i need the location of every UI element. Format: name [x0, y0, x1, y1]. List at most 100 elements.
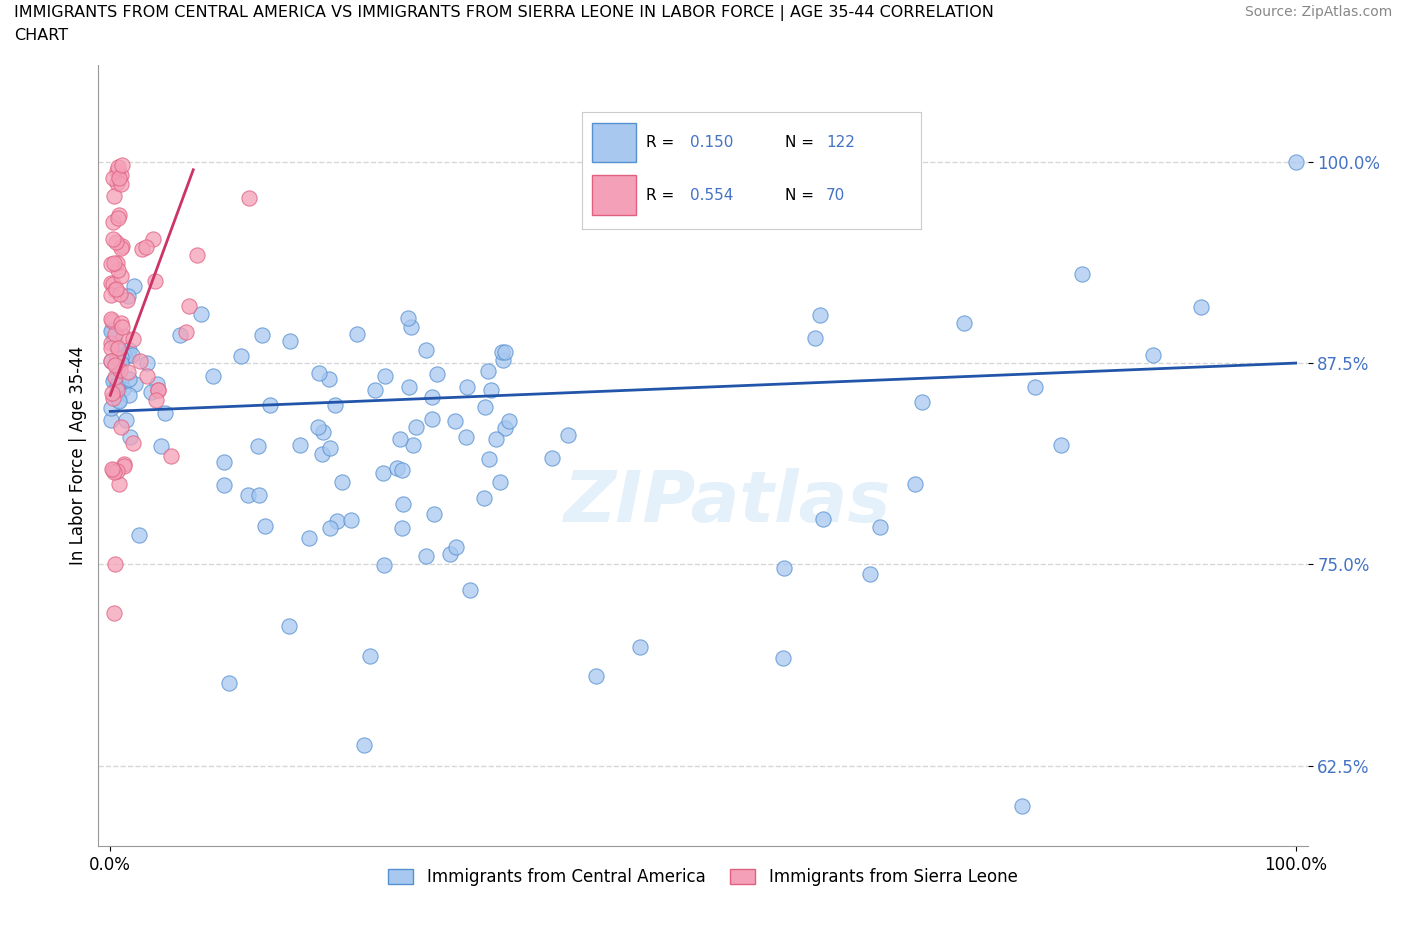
Point — [911, 395, 934, 410]
Point — [112, 458, 135, 473]
Text: ZIPatlas: ZIPatlas — [564, 468, 891, 537]
Point — [472, 491, 495, 506]
Point — [111, 157, 134, 172]
Point — [117, 365, 139, 379]
Point — [107, 211, 129, 226]
Point — [118, 387, 141, 402]
Point — [177, 299, 200, 313]
Point — [415, 342, 437, 357]
Point — [1142, 348, 1164, 363]
Point — [253, 518, 276, 533]
Point — [107, 476, 129, 491]
Point — [110, 420, 132, 435]
Point — [110, 268, 132, 283]
Point — [107, 263, 129, 278]
Point — [101, 374, 124, 389]
Point — [318, 371, 340, 386]
Point — [103, 189, 125, 204]
Point — [107, 159, 129, 174]
Point — [103, 331, 125, 346]
Point — [135, 239, 157, 254]
Point — [103, 605, 125, 620]
Point — [160, 448, 183, 463]
Point — [474, 400, 496, 415]
Point — [385, 460, 408, 475]
Point — [110, 350, 132, 365]
Point — [105, 378, 128, 392]
Point — [1011, 799, 1033, 814]
Point — [110, 176, 132, 191]
Point — [489, 474, 512, 489]
Point — [117, 288, 139, 303]
Point — [108, 392, 131, 407]
Point — [100, 401, 122, 416]
Point — [111, 238, 134, 253]
Point — [392, 497, 415, 512]
Point — [444, 539, 467, 554]
Point — [145, 392, 167, 407]
Point — [353, 737, 375, 752]
Point — [103, 171, 125, 186]
Point — [218, 676, 240, 691]
Point — [308, 365, 330, 380]
Point — [319, 520, 342, 535]
Point — [105, 382, 128, 397]
Point — [112, 329, 135, 344]
Point — [212, 454, 235, 469]
Point — [104, 234, 127, 249]
Point — [100, 287, 122, 302]
Point — [100, 313, 122, 328]
Point — [100, 413, 122, 428]
Point — [146, 377, 169, 392]
Point — [112, 381, 135, 396]
Point — [136, 356, 159, 371]
Point — [105, 176, 128, 191]
Point — [773, 561, 796, 576]
Point — [101, 323, 124, 338]
Point — [479, 382, 502, 397]
Point — [169, 328, 191, 343]
Point — [174, 325, 197, 339]
Point — [100, 353, 122, 368]
Point — [104, 326, 127, 341]
Point — [122, 436, 145, 451]
Point — [100, 336, 122, 351]
Point — [952, 315, 974, 330]
Point — [112, 457, 135, 472]
Point — [904, 476, 927, 491]
Point — [101, 276, 124, 291]
Point — [229, 349, 252, 364]
Point — [110, 376, 132, 391]
Point — [238, 190, 260, 205]
Point — [107, 340, 129, 355]
Point — [104, 557, 127, 572]
Point — [491, 345, 513, 360]
Point — [585, 669, 607, 684]
Point — [247, 487, 270, 502]
Point — [122, 279, 145, 294]
Text: CHART: CHART — [14, 28, 67, 43]
Point — [371, 465, 394, 480]
Point — [103, 256, 125, 271]
Point — [136, 369, 159, 384]
Point — [859, 566, 882, 581]
Point — [100, 312, 122, 326]
Point — [307, 419, 329, 434]
Point — [100, 324, 122, 339]
Point — [105, 361, 128, 376]
Point — [107, 379, 129, 394]
Point — [330, 474, 353, 489]
Point — [118, 372, 141, 387]
Point — [110, 315, 132, 330]
Point — [311, 446, 333, 461]
Point — [477, 364, 499, 379]
Point — [120, 430, 142, 445]
Point — [108, 170, 131, 185]
Point — [110, 355, 132, 370]
Point — [112, 347, 135, 362]
Point — [105, 338, 128, 352]
Point — [101, 463, 124, 478]
Point — [346, 327, 368, 342]
Point — [1189, 299, 1212, 314]
Point — [105, 282, 128, 297]
